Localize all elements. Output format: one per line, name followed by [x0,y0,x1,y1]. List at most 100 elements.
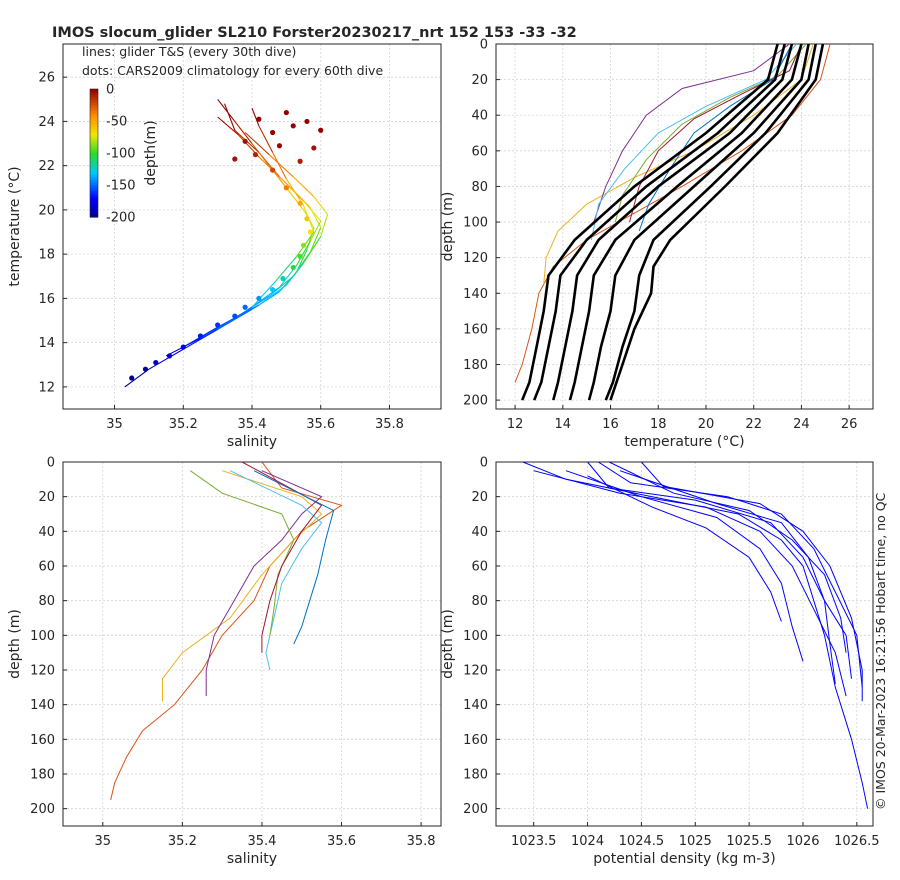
colorbar-tick-label: 0 [106,83,114,98]
colorbar-step [90,147,98,150]
x-tick-label: 24 [793,417,810,432]
climatology-dot [242,304,248,310]
x-tick-label: 1026.5 [834,834,880,849]
plot-area [522,462,869,809]
y-tick-label: 18 [38,248,55,263]
colorbar-step [90,137,98,140]
glider-density-line [619,470,836,684]
colorbar-label: depth(m) [143,120,159,185]
y-axis-label: depth (m) [7,609,23,679]
y-tick-label: 180 [463,358,488,373]
x-tick-label: 35.8 [407,834,436,849]
y-tick-label: 40 [471,525,488,540]
colorbar-tick-label: -150 [106,179,136,194]
y-tick-label: 40 [471,109,488,124]
colorbar-step [90,203,98,206]
y-tick-label: 200 [463,394,488,409]
colorbar-step [90,107,98,110]
glider-temperature-line [593,44,790,223]
climatology-temperature-line [609,44,825,401]
colorbar-frame [89,88,99,218]
climatology-dot [297,158,303,164]
temperature-profile-panel: 12 14 16 18 20 22 24 26 0 20 40 60 80 100 120 140 160 180… [440,38,874,450]
climatology-dot [270,286,276,293]
x-tick-label: 35 [95,834,112,849]
climatology-dot [283,185,289,191]
colorbar-step [90,163,98,166]
climatology-dot [180,344,186,350]
colorbar-step [90,117,98,120]
climatology-dot [283,109,289,116]
ts-line-segment [251,280,277,308]
y-tick-label: 22 [38,159,55,174]
colorbar-step [90,111,98,114]
x-tick-label: 1025 [679,834,712,849]
colorbar-step [90,119,98,122]
plot-area [124,98,329,388]
colorbar-tick-label: -200 [106,211,136,226]
salinity-profile-panel: 35 35.2 35.4 35.6 35.8 0 20 40 60 80 100 120 140 160 1… [7,456,442,867]
y-tick-label: 160 [30,733,55,748]
climatology-dot [232,156,238,162]
ts-line-segment [303,236,322,264]
climatology-dot [300,242,307,248]
x-tick-label: 35.2 [169,417,198,432]
x-tick-label: 1023.5 [511,834,557,849]
glider-salinity-line [229,470,323,671]
colorbar-step [90,173,98,176]
y-tick-label: 26 [38,71,55,86]
x-tick-label: 35.6 [306,417,335,432]
ts-line-segment [258,284,287,306]
climatology-dot [232,313,238,319]
y-tick-label: 160 [463,733,488,748]
colorbar-step [90,139,98,142]
glider-density-line [565,470,804,662]
colorbar-step [90,97,98,100]
ts-line-segment [285,262,304,286]
figure-title: IMOS slocum_glider SL210 Forster20230217… [52,25,577,41]
colorbar-step [90,131,98,134]
depth-colorbar: 0 -50 -100 -150 -200 depth(m) [89,83,159,226]
ts-line-segment [309,227,322,253]
x-tick-label: 12 [507,417,524,432]
ts-line-segment [292,176,315,198]
climatology-dot [197,333,204,339]
y-tick-label: 120 [463,664,488,679]
y-tick-label: 20 [471,490,488,505]
colorbar-step [90,171,98,174]
glider-salinity-line [241,462,323,653]
climatology-dot [290,264,296,271]
y-tick-label: 200 [30,802,55,817]
colorbar-step [90,189,98,192]
glider-density-line [522,462,869,809]
glider-density-line [587,475,782,622]
colorbar-step [90,89,98,92]
ts-line-segment [303,200,322,222]
ts-line-segment [268,154,294,178]
y-tick-label: 60 [471,144,488,159]
y-axis-label: depth (m) [440,192,456,262]
x-axis-label: temperature (°C) [624,434,744,450]
axes-box [62,461,442,827]
climatology-dot [270,129,276,136]
x-axis-label: salinity [227,851,277,867]
colorbar-step [90,151,98,154]
legend-lines-note: lines: glider T&S (every 30th dive) [82,44,296,59]
y-tick-label: 140 [463,698,488,713]
climatology-dot [311,145,317,151]
y-tick-label: 100 [463,216,488,231]
x-tick-label: 1024.5 [619,834,665,849]
colorbar-step [90,201,98,204]
y-tick-label: 20 [38,490,55,505]
colorbar-step [90,113,98,116]
x-tick-label: 35.4 [247,834,276,849]
ts-line-segment [285,187,304,211]
y-tick-label: 0 [480,38,488,53]
colorbar-step [90,105,98,108]
glider-salinity-line [205,470,323,696]
colorbar-step [90,95,98,98]
climatology-dot [256,116,262,122]
colorbar-step [90,195,98,198]
x-tick-label: 35 [106,417,123,432]
